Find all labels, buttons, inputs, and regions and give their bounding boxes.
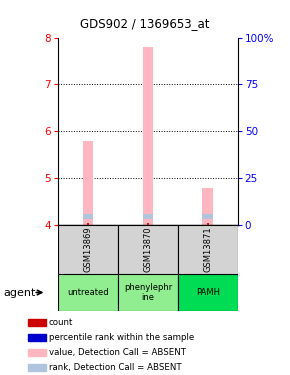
Text: count: count: [49, 318, 73, 327]
Bar: [178, 225, 238, 274]
Text: GDS902 / 1369653_at: GDS902 / 1369653_at: [80, 17, 210, 30]
Text: GSM13869: GSM13869: [84, 226, 93, 272]
Text: GSM13871: GSM13871: [203, 226, 212, 272]
Bar: [142, 214, 153, 219]
Text: agent: agent: [3, 288, 35, 297]
Bar: [142, 47, 153, 225]
Bar: [202, 214, 213, 219]
Text: GSM13870: GSM13870: [143, 226, 153, 272]
Bar: [28, 334, 46, 341]
Bar: [58, 225, 118, 274]
Text: phenylephr
ine: phenylephr ine: [124, 283, 172, 302]
Text: value, Detection Call = ABSENT: value, Detection Call = ABSENT: [49, 348, 186, 357]
Bar: [202, 188, 213, 225]
Bar: [28, 349, 46, 356]
Bar: [83, 214, 93, 219]
Bar: [83, 141, 93, 225]
Bar: [118, 274, 178, 311]
Bar: [28, 319, 46, 326]
Bar: [58, 274, 118, 311]
Text: rank, Detection Call = ABSENT: rank, Detection Call = ABSENT: [49, 363, 182, 372]
Text: untreated: untreated: [67, 288, 109, 297]
Bar: [178, 274, 238, 311]
Text: PAMH: PAMH: [196, 288, 220, 297]
Bar: [28, 364, 46, 371]
Bar: [118, 225, 178, 274]
Text: percentile rank within the sample: percentile rank within the sample: [49, 333, 194, 342]
